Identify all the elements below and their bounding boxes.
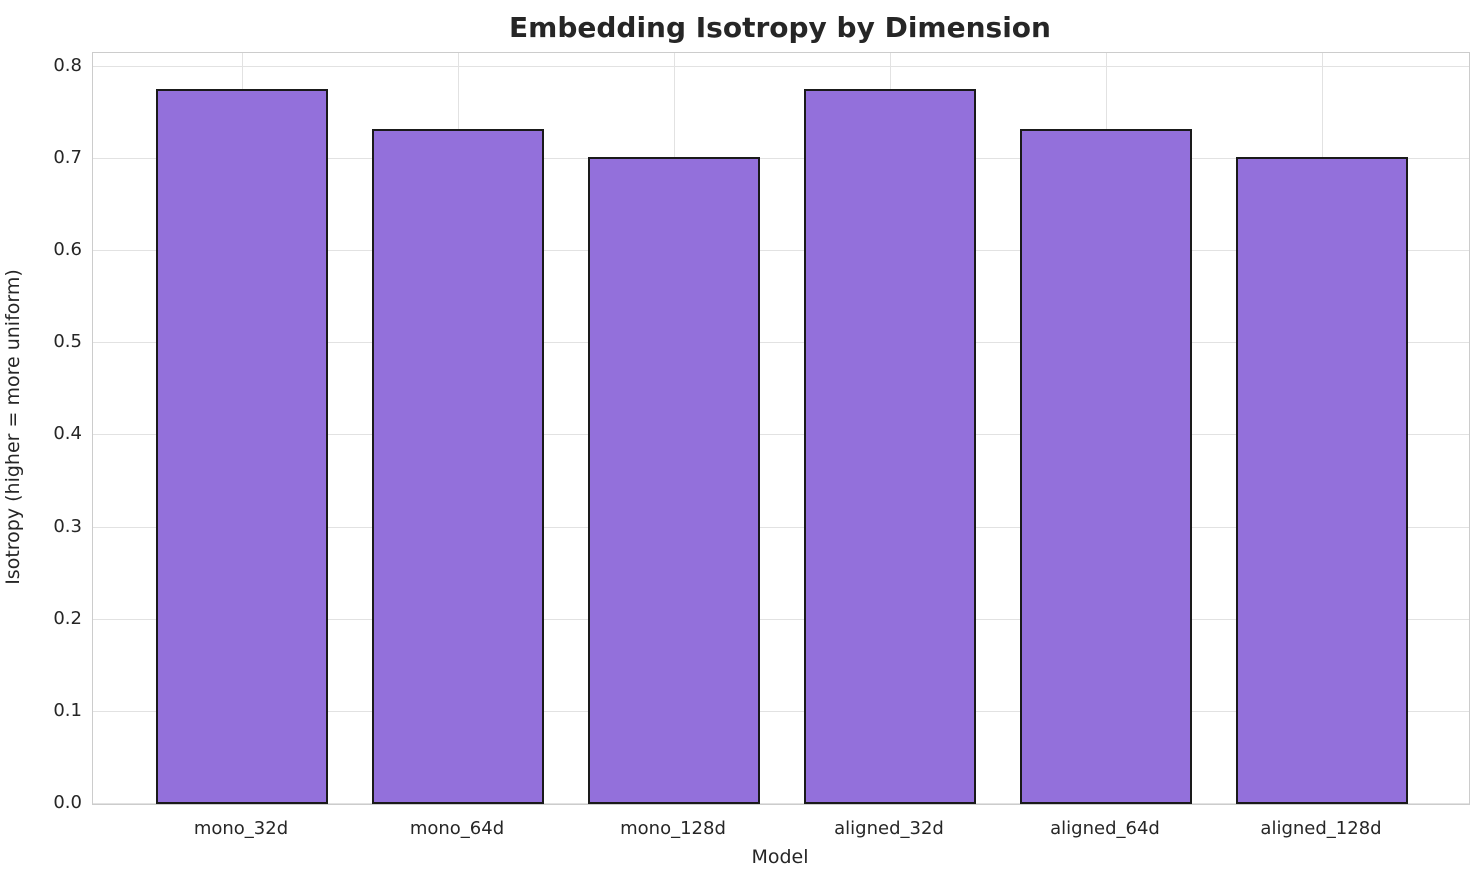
y-tick-label-0.0: 0.0: [53, 792, 82, 813]
bar-aligned_128d: [1236, 157, 1408, 804]
x-axis-label: Model: [751, 846, 809, 868]
bar-mono_128d: [588, 157, 760, 804]
bar-mono_32d: [156, 88, 328, 804]
gridline-y-0.0: [93, 803, 1469, 804]
bar-aligned_32d: [804, 88, 976, 804]
y-axis-label-text: Isotropy (higher = more uniform): [2, 269, 24, 585]
x-tick-label-aligned_128d: aligned_128d: [1260, 818, 1382, 839]
y-tick-label-0.7: 0.7: [53, 146, 82, 168]
plot-area: [92, 52, 1470, 805]
y-tick-label-0.4: 0.4: [53, 423, 82, 445]
gridline-y-0.2: [93, 618, 1469, 620]
y-tick-label-0.8: 0.8: [53, 54, 82, 76]
gridline-y-0.1: [93, 710, 1469, 712]
x-tick-label-mono_64d: mono_64d: [409, 818, 505, 839]
y-tick-label-0.5: 0.5: [53, 331, 82, 353]
gridline-y-0.8: [93, 65, 1469, 67]
y-tick-label-0.2: 0.2: [53, 607, 82, 629]
gridline-y-0.5: [93, 342, 1469, 344]
chart-title: Embedding Isotropy by Dimension: [509, 11, 1051, 44]
x-tick-label-aligned_32d: aligned_32d: [834, 818, 944, 839]
y-tick-label-0.1: 0.1: [53, 699, 82, 721]
gridline-y-0.7: [93, 157, 1469, 159]
x-tick-label-mono_128d: mono_128d: [620, 818, 726, 839]
x-tick-label-aligned_64d: aligned_64d: [1050, 818, 1160, 839]
gridline-y-0.4: [93, 434, 1469, 436]
x-tick-label-mono_32d: mono_32d: [193, 818, 289, 839]
y-tick-label-0.3: 0.3: [53, 515, 82, 537]
bar-mono_64d: [372, 129, 544, 804]
y-tick-label-0.6: 0.6: [53, 239, 82, 261]
gridline-y-0.6: [93, 250, 1469, 252]
bar-aligned_64d: [1020, 129, 1192, 804]
gridline-y-0.3: [93, 526, 1469, 528]
